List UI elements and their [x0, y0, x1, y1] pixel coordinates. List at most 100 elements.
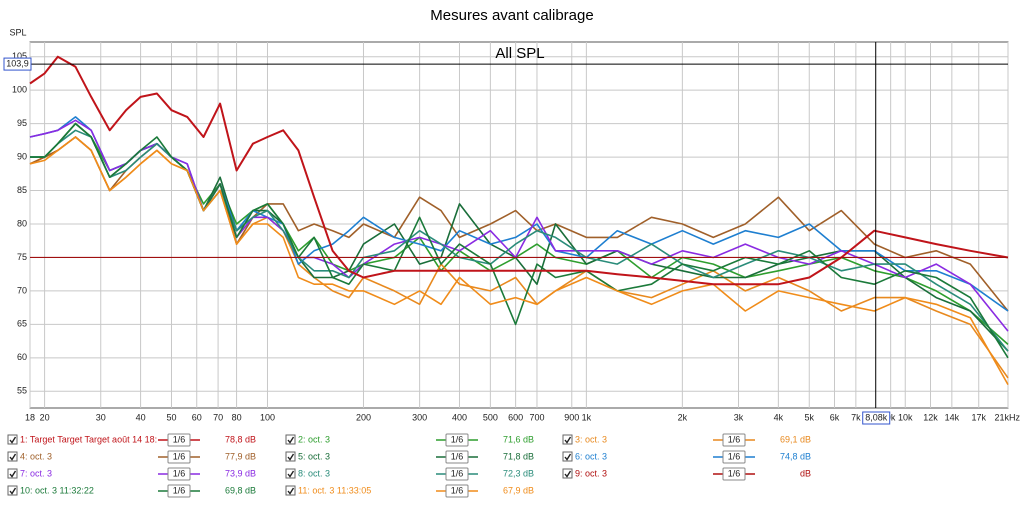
legend-readout: 69,8 dB — [225, 485, 256, 495]
x-tick-label: 6k — [830, 412, 840, 422]
legend-readout: 73,9 dB — [225, 468, 256, 478]
legend-smoothing: 1/6 — [451, 485, 464, 495]
cursor-y-box — [3, 57, 32, 71]
curve — [30, 122, 1009, 359]
y-tick-label: 70 — [17, 285, 27, 295]
x-tick-label: 7k — [851, 412, 861, 422]
plot-area — [29, 41, 1009, 409]
curve — [29, 136, 1009, 385]
legend-checkmark — [9, 453, 17, 461]
curves — [29, 55, 1009, 385]
x-tick-label: 9k — [886, 412, 896, 422]
legend-smoothing-box — [167, 467, 191, 481]
legend-readout: 67,9 dB — [503, 485, 534, 495]
legend-checkbox[interactable] — [562, 468, 573, 479]
x-tick-label: 600 — [508, 412, 523, 422]
x-tick-label: 700 — [529, 412, 544, 422]
legend-name: 7: oct. 3 — [20, 468, 52, 478]
legend-readout: 78,8 dB — [225, 434, 256, 444]
legend-checkmark — [287, 487, 295, 495]
legend-name: 2: oct. 3 — [298, 434, 330, 444]
legend-checkbox[interactable] — [562, 451, 573, 462]
legend-name: 9: oct. 3 — [575, 468, 607, 478]
legend-checkbox[interactable] — [7, 451, 18, 462]
legend-name: 8: oct. 3 — [298, 468, 330, 478]
x-tick-label: 80 — [232, 412, 242, 422]
y-tick-label: 80 — [17, 218, 27, 228]
y-tick-label: 95 — [17, 118, 27, 128]
x-tick-label: 2k — [678, 412, 688, 422]
overlay: 103,9 8,08k — [3, 42, 1008, 425]
y-tick-label: 85 — [17, 185, 27, 195]
y-axis-label: SPL — [9, 27, 26, 37]
legend-name: 1: Target Target Target août 14 18: — [20, 434, 157, 444]
legend-smoothing-box — [445, 484, 469, 498]
legend-readout: 72,3 dB — [503, 468, 534, 478]
legend-smoothing-box — [167, 484, 191, 498]
legend-name: 10: oct. 3 11:32:22 — [20, 485, 94, 495]
legend-smoothing-box — [445, 433, 469, 447]
legend: 1: Target Target Target août 14 18: 1/6 78… — [7, 433, 811, 498]
legend-checkbox[interactable] — [285, 485, 296, 496]
y-tick-label: 65 — [17, 319, 27, 329]
cursor-y-label: 103,9 — [6, 58, 29, 68]
legend-smoothing: 1/6 — [451, 451, 464, 461]
y-tick-label: 60 — [17, 352, 27, 362]
legend-smoothing: 1/6 — [728, 434, 741, 444]
legend-smoothing-box — [167, 450, 191, 464]
x-tick-label: 900 — [564, 412, 579, 422]
legend-smoothing: 1/6 — [173, 434, 186, 444]
chart-title: Mesures avant calibrage — [430, 7, 593, 24]
x-tick-label: 5k — [804, 412, 814, 422]
x-tick-label: 30 — [96, 412, 106, 422]
x-tick-label: 4k — [774, 412, 784, 422]
legend-readout: 74,8 dB — [780, 451, 811, 461]
curve — [30, 129, 1009, 352]
legend-readout: 71,6 dB — [503, 434, 534, 444]
x-tick-label: 14k — [945, 412, 960, 422]
legend-checkbox[interactable] — [7, 434, 18, 445]
legend-name: 3: oct. 3 — [575, 434, 607, 444]
x-tick-label: 500 — [483, 412, 498, 422]
x-tick-label: 10k — [898, 412, 913, 422]
legend-smoothing: 1/6 — [451, 468, 464, 478]
legend-checkbox[interactable] — [562, 434, 573, 445]
grid: 55 60 65 70 75 80 85 90 95 100 105 18 20 30 40 50 60 70 80… — [12, 42, 1020, 422]
legend-checkmark — [287, 436, 295, 444]
legend-smoothing-box — [167, 433, 191, 447]
legend-checkbox[interactable] — [285, 434, 296, 445]
legend-checkbox[interactable] — [285, 451, 296, 462]
cursor-x-label: 8,08k — [865, 412, 888, 422]
curve — [29, 55, 1009, 286]
legend-smoothing-box — [722, 433, 746, 447]
legend-readout: 69,1 dB — [780, 434, 811, 444]
legend-smoothing: 1/6 — [728, 451, 741, 461]
y-tick-label: 90 — [17, 151, 27, 161]
x-tick-label: 21kHz — [994, 412, 1020, 422]
x-tick-label: 18 — [25, 412, 35, 422]
legend-smoothing-box — [445, 450, 469, 464]
x-tick-label: 12k — [923, 412, 938, 422]
x-tick-label: 3k — [734, 412, 744, 422]
legend-checkbox[interactable] — [7, 468, 18, 479]
legend-checkmark — [564, 470, 572, 478]
x-tick-label: 40 — [136, 412, 146, 422]
x-tick-label: 300 — [412, 412, 427, 422]
legend-checkbox[interactable] — [7, 485, 18, 496]
legend-name: 5: oct. 3 — [298, 451, 330, 461]
legend-checkmark — [9, 436, 17, 444]
legend-smoothing: 1/6 — [451, 434, 464, 444]
legend-checkbox[interactable] — [285, 468, 296, 479]
x-tick-label: 100 — [260, 412, 275, 422]
x-tick-label: 70 — [213, 412, 223, 422]
legend-smoothing: 1/6 — [173, 468, 186, 478]
legend-name: 6: oct. 3 — [575, 451, 607, 461]
legend-checkmark — [9, 487, 17, 495]
x-tick-label: 17k — [971, 412, 986, 422]
x-tick-label: 400 — [452, 412, 467, 422]
legend-checkmark — [287, 453, 295, 461]
y-tick-label: 105 — [12, 51, 27, 61]
x-tick-label: 60 — [192, 412, 202, 422]
x-tick-label: 50 — [166, 412, 176, 422]
